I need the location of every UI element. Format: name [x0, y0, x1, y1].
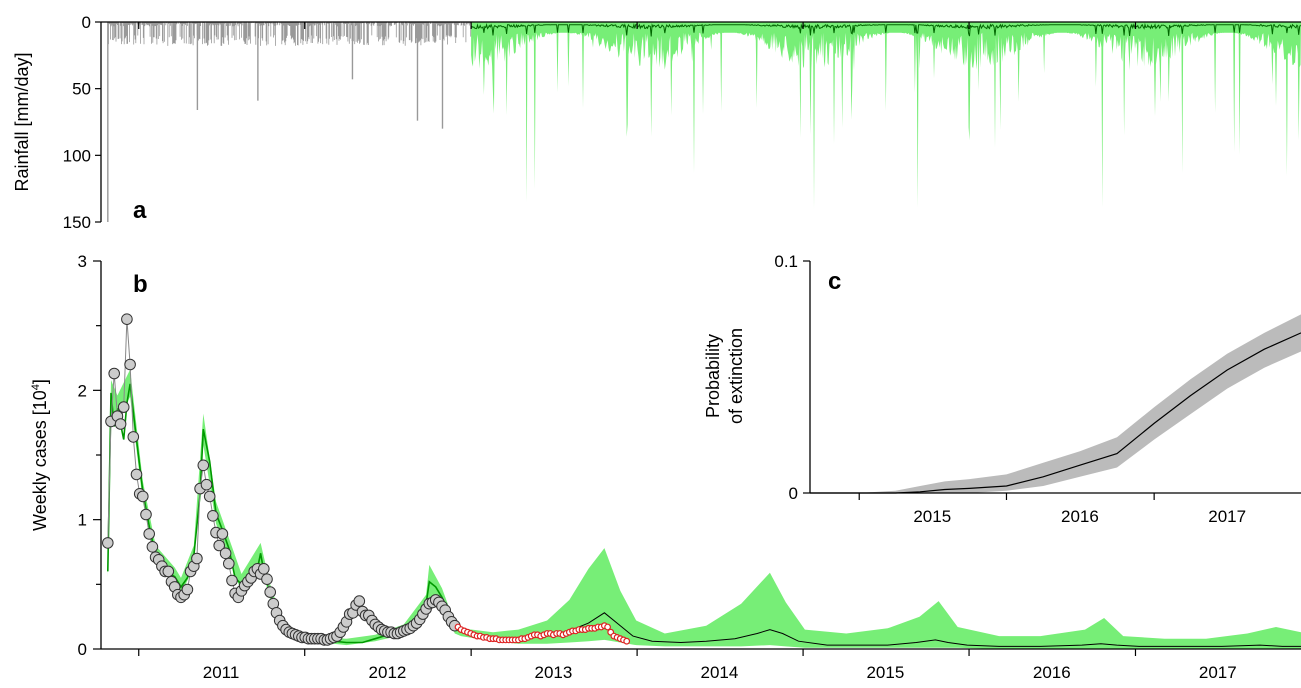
cases-observed-point	[203, 490, 216, 503]
cases-ytick-label: 2	[78, 381, 87, 400]
extinction-ytick-label: 0.1	[774, 252, 798, 271]
cases-observed-point	[197, 459, 210, 472]
cases-year-label: 2015	[866, 663, 904, 682]
cases-observed-point	[181, 583, 194, 596]
cases-observed-point	[162, 565, 175, 578]
cases-observed-point	[219, 547, 232, 560]
extinction-axes: 0 0.1 2015 2016 2017	[774, 252, 1301, 526]
extinction-envelope	[810, 314, 1301, 493]
inset-background	[810, 252, 1301, 540]
cases-observed-point	[191, 552, 203, 565]
rainfall-ytick-label: 50	[72, 80, 91, 99]
cases-observed-point	[261, 573, 273, 586]
cases-year-label: 2014	[701, 663, 739, 682]
projected-rainfall-envelope	[471, 22, 1301, 209]
cases-observed-point	[353, 595, 366, 607]
cases-ytick-label: 1	[78, 511, 87, 530]
extinction-year-label: 2017	[1208, 507, 1246, 526]
cases-observed-point	[114, 418, 127, 430]
cases-observed-point	[140, 508, 152, 521]
rainfall-envelope-area	[471, 22, 1301, 209]
rainfall-ylabel: Rainfall [mm/day]	[12, 52, 32, 191]
cases-validation-point	[604, 623, 611, 631]
panel-label-a: a	[133, 197, 147, 224]
panel-label-b: b	[133, 271, 148, 298]
cases-ylabel-suffix: ]	[30, 379, 50, 384]
cases-observed-point	[146, 541, 159, 553]
observed-rainfall-bars	[107, 22, 472, 222]
extinction-ylabel-line1: Probability	[703, 334, 723, 418]
cases-year-label: 2012	[369, 663, 407, 682]
cases-ylabel-exponent: 4	[30, 384, 42, 390]
cases-observed-point	[124, 358, 136, 371]
extinction-envelope-area	[810, 314, 1301, 493]
rainfall-axes: 0 50 100 150	[63, 13, 1301, 232]
cases-observed-point	[216, 528, 229, 540]
rainfall-median-line	[470, 22, 1301, 37]
cases-year-label: 2011	[203, 663, 240, 682]
cases-observed-point	[200, 478, 213, 491]
cases-observed-point	[143, 528, 155, 540]
rainfall-ytick-label: 150	[63, 213, 91, 232]
cases-ytick-label: 3	[78, 252, 87, 271]
extinction-ytick-label: 0	[789, 484, 798, 503]
cases-observed-point	[258, 563, 270, 575]
observed-rainfall-daily	[108, 22, 472, 46]
cases-validation-points	[454, 622, 631, 645]
projected-rainfall-median	[470, 22, 1301, 37]
cases-axes: 0 1 2 3 2011 2012 2013 2014 2015 2016 2017	[78, 252, 1301, 682]
cases-observed-point	[102, 537, 114, 549]
cases-ylabel: Weekly cases [104]	[30, 379, 50, 531]
rainfall-ytick-label: 0	[82, 13, 91, 32]
panel-label-c: c	[828, 268, 841, 295]
cases-observed-point	[108, 367, 120, 380]
rainfall-panel: 0 50 100 150 Rainfall [mm/day] a	[12, 13, 1301, 232]
extinction-year-label: 2015	[913, 507, 951, 526]
extinction-ylabel-line2: of extinction	[726, 328, 746, 424]
cases-ytick-label: 0	[78, 640, 87, 659]
cases-observed-point	[223, 557, 235, 570]
cases-observed-point	[117, 401, 130, 413]
cases-ylabel-prefix: Weekly cases [10	[30, 390, 50, 531]
cases-median-calibration	[107, 383, 462, 644]
cases-year-label: 2017	[1199, 663, 1237, 682]
cases-year-label: 2013	[535, 663, 573, 682]
cases-observed-point	[127, 431, 140, 443]
extinction-inset: 0 0.1 2015 2016 2017 Probability of extincti…	[703, 252, 1301, 540]
cases-observed-point	[226, 574, 238, 587]
cases-observed-point	[130, 468, 143, 481]
cases-observed-point	[207, 510, 219, 522]
extinction-year-label: 2016	[1061, 507, 1099, 526]
cases-validation-point	[623, 637, 631, 645]
cases-observed-point	[121, 313, 133, 326]
cases-observed-point	[213, 539, 225, 552]
cases-observed-points	[102, 313, 461, 646]
cases-observed-point	[137, 490, 149, 503]
cases-year-label: 2016	[1033, 663, 1071, 682]
cases-observed-line	[107, 319, 456, 641]
rainfall-ytick-label: 100	[63, 146, 91, 165]
cases-observed-point	[264, 586, 277, 598]
cases-panel: 0 1 2 3 2011 2012 2013 2014 2015 2016 2017 Weekly …	[30, 252, 1301, 682]
